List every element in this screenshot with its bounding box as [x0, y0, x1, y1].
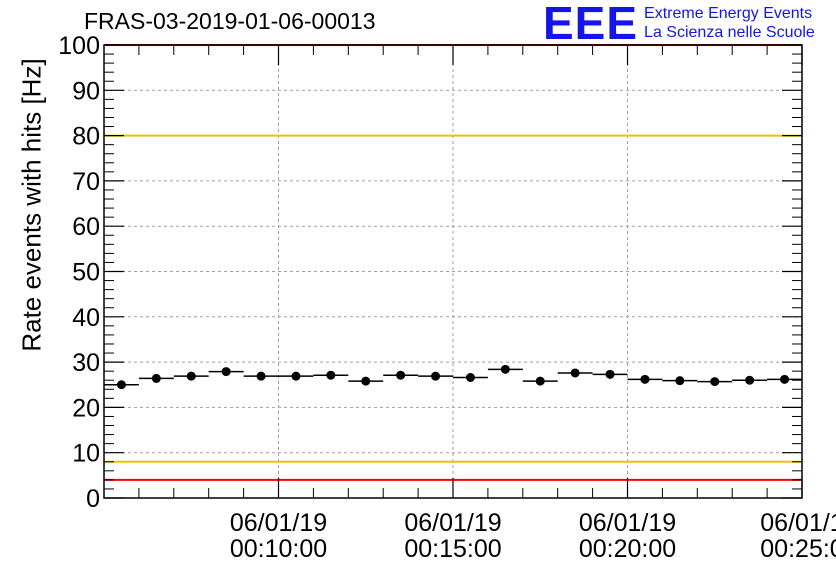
x-tick-date-label: 06/01/19 — [404, 509, 501, 537]
data-point — [221, 367, 231, 377]
y-tick-label: 10 — [72, 440, 100, 468]
data-point — [116, 380, 126, 390]
logo-line-2: La Scienza nelle Scuole — [644, 24, 815, 41]
x-tick-time-label: 00:10:00 — [230, 535, 327, 563]
data-point — [396, 370, 406, 380]
data-point — [500, 364, 510, 374]
data-point — [151, 373, 161, 383]
y-tick-label: 90 — [72, 77, 100, 105]
x-tick-date-label: 06/01/19 — [579, 509, 676, 537]
data-point — [291, 371, 301, 381]
data-point — [326, 370, 336, 380]
y-tick-label: 80 — [72, 123, 100, 151]
x-tick-time-label: 00:15:00 — [404, 535, 501, 563]
y-tick-label: 30 — [72, 349, 100, 377]
data-point — [745, 375, 755, 385]
x-tick-date-label: 06/01/1 — [760, 509, 836, 537]
y-tick-label: 40 — [72, 304, 100, 332]
logo-text: Extreme Energy Events La Scienza nelle S… — [644, 4, 815, 42]
data-point — [605, 369, 615, 379]
y-tick-label: 20 — [72, 394, 100, 422]
data-point — [186, 371, 196, 381]
eee-logo: EEE Extreme Energy Events La Scienza nel… — [543, 0, 815, 49]
y-tick-label: 100 — [58, 32, 100, 60]
x-tick-time-label: 00:20:00 — [579, 535, 676, 563]
logo-mark: EEE — [543, 0, 639, 49]
data-points — [104, 364, 802, 390]
data-point — [710, 377, 720, 387]
y-tick-label: 60 — [72, 213, 100, 241]
logo-line-1: Extreme Energy Events — [644, 5, 813, 22]
grid-lines — [104, 45, 802, 498]
y-tick-label: 70 — [72, 168, 100, 196]
x-tick-time-label: 00:25:0 — [760, 535, 836, 563]
x-tick-date-label: 06/01/19 — [230, 509, 327, 537]
chart-title: FRAS-03-2019-01-06-00013 — [84, 8, 376, 34]
y-tick-label: 50 — [72, 259, 100, 287]
data-point — [465, 373, 475, 383]
data-point — [256, 371, 266, 381]
y-axis-label: Rate events with hits [Hz] — [16, 58, 47, 352]
axes: 010203040506070809010006/01/1900:10:0006… — [58, 32, 836, 563]
data-point — [361, 376, 371, 386]
data-point — [675, 376, 685, 386]
data-point — [570, 368, 580, 378]
data-point — [535, 376, 545, 386]
data-point — [780, 374, 790, 384]
data-point — [431, 371, 441, 381]
y-tick-label: 0 — [86, 485, 100, 513]
data-point — [640, 374, 650, 384]
